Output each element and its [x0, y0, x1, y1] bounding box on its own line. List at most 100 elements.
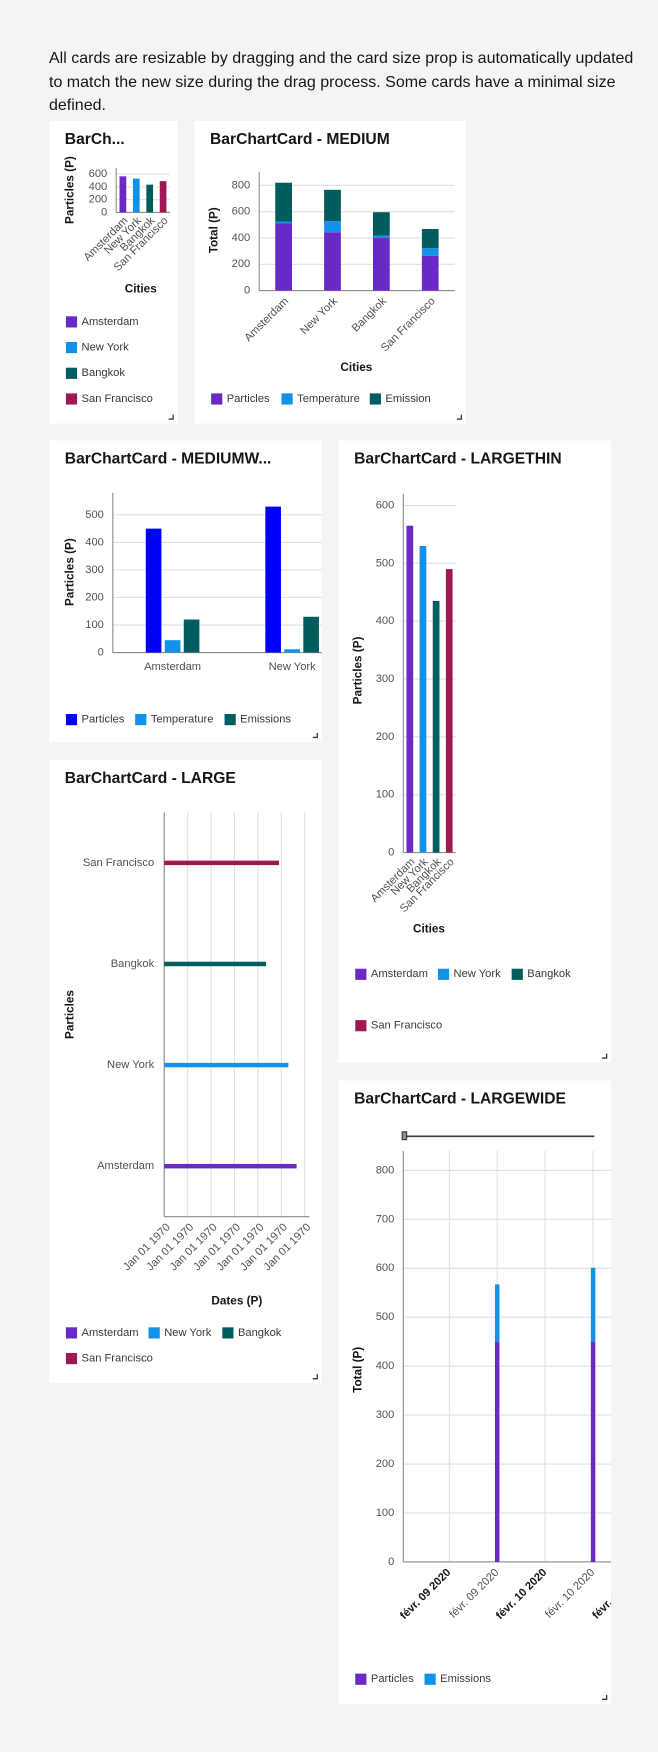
resize-handle	[168, 414, 174, 420]
y-axis-title: Particles (P)	[63, 156, 76, 224]
y-tick-label: 100	[376, 789, 395, 801]
legend-swatch	[65, 1353, 78, 1365]
legend-swatch	[511, 968, 523, 980]
y-tick-label: Bangkok	[111, 958, 155, 970]
y-tick-label: 100	[85, 619, 104, 631]
y-tick-label: 200	[89, 194, 108, 206]
y-tick-label: 200	[376, 1458, 395, 1470]
card-bg	[338, 1080, 612, 1704]
y-tick-label: 300	[85, 564, 104, 576]
bar-segment	[275, 221, 292, 224]
y-tick-label: 0	[244, 285, 250, 297]
bar	[132, 178, 140, 213]
x-axis-title: Dates (P)	[211, 1295, 262, 1308]
brush-handle	[401, 1131, 408, 1141]
y-tick-label: 500	[376, 1311, 395, 1323]
card: BarChartCard - MEDIUMW... 0 100 200 300 400 50…	[49, 440, 322, 742]
legend-label: Amsterdam	[82, 1327, 139, 1339]
y-tick-label: Amsterdam	[97, 1160, 154, 1172]
card-title: BarCh...	[65, 131, 125, 148]
y-tick-label: 400	[232, 232, 251, 244]
resize-handle	[312, 1374, 318, 1380]
legend-swatch	[222, 1327, 234, 1339]
y-tick-label: New York	[107, 1059, 155, 1071]
bar-segment	[421, 248, 439, 256]
legend-swatch	[148, 1327, 160, 1339]
legend-label: Particles	[82, 714, 125, 726]
bar	[146, 184, 154, 213]
y-tick-label: 500	[85, 509, 104, 521]
y-tick-label: 600	[376, 499, 395, 511]
bar	[145, 528, 162, 653]
legend-label: New York	[164, 1327, 212, 1339]
legend-swatch	[355, 1673, 367, 1685]
y-axis-title: Total (P)	[352, 1347, 365, 1393]
card: BarChartCard - MEDIUM0200400600800Amster…	[194, 120, 466, 424]
bar	[303, 616, 319, 653]
bar-segment	[372, 235, 390, 238]
legend-label: San Francisco	[82, 393, 153, 405]
y-axis-title: Particles	[63, 990, 76, 1039]
legend-label: Temperature	[151, 714, 214, 726]
bar-segment	[421, 229, 439, 249]
resize-handle	[602, 1694, 608, 1701]
bar	[164, 1062, 289, 1068]
legend-swatch	[355, 968, 367, 980]
y-tick-label: 300	[376, 1409, 395, 1421]
legend-swatch	[65, 393, 78, 405]
bar	[164, 1163, 297, 1169]
legend-label: Bangkok	[238, 1327, 282, 1339]
y-tick-label: 100	[376, 1507, 395, 1519]
bar-segment	[275, 223, 292, 291]
y-axis-title: Total (P)	[208, 207, 221, 253]
legend-label: Emission	[385, 393, 430, 405]
bar	[183, 619, 200, 653]
legend-label: Particles	[371, 1673, 414, 1685]
y-tick-label: 200	[232, 258, 251, 270]
x-tick-label: Amsterdam	[144, 661, 201, 673]
legend-label: Particles	[227, 393, 270, 405]
legend-swatch	[281, 393, 293, 405]
legend-swatch	[65, 714, 78, 726]
legend-label: Amsterdam	[371, 968, 428, 980]
x-tick-label: New York	[269, 661, 317, 673]
legend-swatch	[424, 1673, 436, 1685]
bar	[164, 640, 181, 653]
x-axis-title: Cities	[413, 923, 445, 936]
y-tick-label: 400	[85, 536, 104, 548]
y-tick-label: 700	[376, 1213, 395, 1225]
card-title: BarChartCard - MEDIUMW...	[65, 450, 272, 467]
y-tick-label: 0	[388, 846, 394, 858]
y-tick-label: 0	[101, 206, 107, 218]
card-title: BarChartCard - MEDIUM	[210, 131, 390, 148]
y-tick-label: 500	[376, 557, 395, 569]
bar	[445, 569, 453, 853]
legend-label: New York	[454, 968, 502, 980]
y-tick-label: 0	[98, 647, 104, 659]
x-axis-title: Cities	[125, 283, 157, 296]
y-tick-label: 400	[376, 1360, 395, 1372]
y-axis-title: Particles (P)	[352, 636, 365, 704]
bar-segment	[494, 1284, 500, 1342]
legend-swatch	[211, 393, 223, 405]
description: All cards are resizable by dragging and …	[49, 50, 634, 114]
card-bg	[338, 440, 612, 1063]
legend-label: Bangkok	[527, 968, 571, 980]
bar-segment	[275, 182, 292, 222]
legend-swatch	[65, 1327, 78, 1339]
bar-segment	[324, 189, 341, 222]
y-tick-label: 600	[376, 1262, 395, 1274]
legend-swatch	[355, 1020, 367, 1032]
legend-label: Emissions	[440, 1673, 491, 1685]
x-axis-title: Cities	[340, 361, 372, 374]
bar-segment	[324, 221, 341, 233]
resize-handle	[456, 414, 463, 420]
legend-swatch	[369, 393, 381, 405]
y-tick-label: 600	[89, 168, 108, 180]
legend-swatch	[224, 714, 236, 726]
y-tick-label: San Francisco	[83, 857, 154, 869]
bar	[419, 545, 427, 853]
